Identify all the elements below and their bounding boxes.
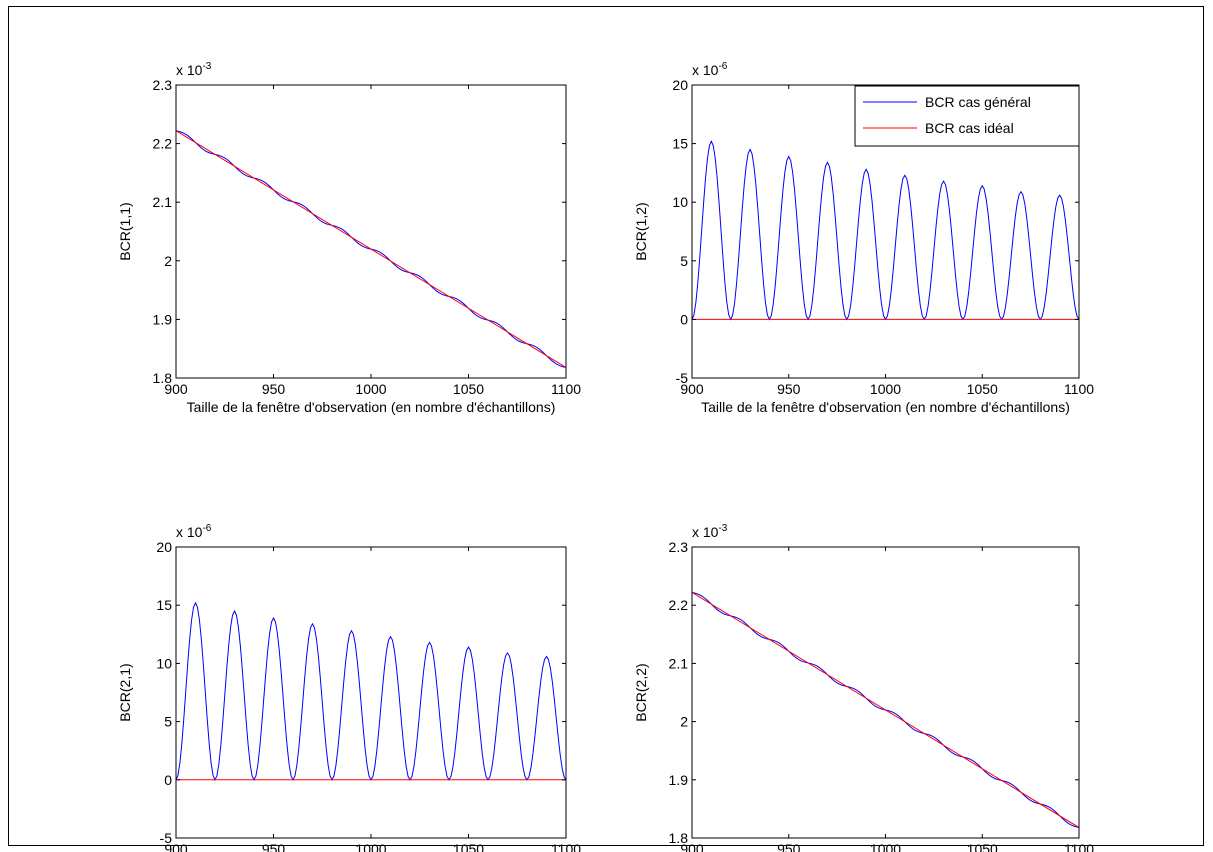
y-tick-label: 15 bbox=[672, 136, 688, 152]
y-tick-label: 1.8 bbox=[153, 370, 173, 386]
x-tick-label: 950 bbox=[262, 381, 286, 397]
exponent-label: x 10-3 bbox=[692, 523, 728, 540]
y-tick-label: 20 bbox=[672, 77, 688, 93]
y-tick-label: 1.9 bbox=[669, 772, 689, 788]
subplot-bcr11: 900 950 1000 1050 1100 1.8 1.9 2 2.1 2.2 2.3x 10-3… bbox=[117, 61, 581, 415]
x-tick-label: 1000 bbox=[870, 841, 901, 852]
exponent-power: -3 bbox=[202, 61, 211, 72]
x-tick-label: 1050 bbox=[453, 381, 484, 397]
x-tick-label: 900 bbox=[680, 381, 704, 397]
x-tick-label: 1050 bbox=[967, 381, 998, 397]
x-tick-label: 1000 bbox=[870, 381, 901, 397]
exponent-base: x 10 bbox=[176, 524, 203, 540]
legend-label: BCR cas général bbox=[925, 94, 1031, 110]
x-tick-label: 950 bbox=[777, 381, 801, 397]
y-tick-label: -5 bbox=[676, 370, 689, 386]
x-tick-label: 1100 bbox=[1064, 841, 1094, 852]
exponent-base: x 10 bbox=[176, 62, 203, 78]
y-tick-label: 15 bbox=[156, 597, 172, 613]
y-tick-label: 2.3 bbox=[153, 77, 173, 93]
x-tick-label: 900 bbox=[164, 841, 188, 852]
y-tick-label: 2.1 bbox=[669, 655, 689, 671]
series-line-ideal bbox=[176, 130, 566, 368]
subplot-bcr22: 900 950 1000 1050 1100 1.8 1.9 2 2.1 2.2 2.3x 10-3… bbox=[633, 523, 1094, 852]
y-axis-label: BCR(2,2) bbox=[633, 663, 649, 721]
exponent-base: x 10 bbox=[692, 524, 719, 540]
x-tick-label: 1000 bbox=[355, 841, 386, 852]
exponent-power: -6 bbox=[718, 61, 727, 72]
y-tick-label: 0 bbox=[680, 311, 688, 327]
legend: BCR cas général BCR cas idéal bbox=[854, 85, 1080, 147]
x-tick-label: 1050 bbox=[453, 841, 484, 852]
y-tick-label: 2 bbox=[164, 253, 172, 269]
y-tick-label: 1.8 bbox=[669, 830, 689, 846]
y-tick-label: 2.3 bbox=[669, 539, 689, 555]
exponent-label: x 10-6 bbox=[176, 523, 212, 540]
y-axis-label: BCR(1,1) bbox=[117, 202, 133, 260]
exponent-label: x 10-3 bbox=[176, 61, 212, 78]
x-axis-label: Taille de la fenêtre d'observation (en n… bbox=[701, 399, 1070, 415]
series-line-general bbox=[176, 601, 566, 781]
exponent-base: x 10 bbox=[692, 62, 719, 78]
legend-box bbox=[854, 85, 1080, 147]
x-tick-label: 1000 bbox=[355, 381, 386, 397]
x-tick-label: 900 bbox=[164, 381, 188, 397]
y-tick-label: 2 bbox=[680, 714, 688, 730]
axes-box bbox=[175, 84, 567, 379]
x-tick-label: 1100 bbox=[551, 381, 581, 397]
y-tick-label: 5 bbox=[164, 714, 172, 730]
x-tick-label: 950 bbox=[777, 841, 801, 852]
x-tick-label: 1100 bbox=[551, 841, 581, 852]
exponent-power: -3 bbox=[718, 523, 727, 534]
y-tick-label: -5 bbox=[160, 830, 173, 846]
series-line-general bbox=[692, 140, 1079, 321]
y-tick-label: 10 bbox=[156, 655, 172, 671]
y-tick-label: 0 bbox=[164, 772, 172, 788]
y-tick-label: 2.2 bbox=[669, 597, 689, 613]
exponent-label: x 10-6 bbox=[692, 61, 728, 78]
legend-label: BCR cas idéal bbox=[925, 120, 1014, 136]
y-tick-label: 2.2 bbox=[153, 136, 173, 152]
y-tick-label: 2.1 bbox=[153, 194, 173, 210]
axes-box bbox=[175, 546, 567, 839]
x-tick-label: 1050 bbox=[967, 841, 998, 852]
y-tick-label: 20 bbox=[156, 539, 172, 555]
x-axis-label: Taille de la fenêtre d'observation (en n… bbox=[187, 399, 556, 415]
y-axis-label: BCR(1,2) bbox=[633, 202, 649, 260]
x-tick-label: 950 bbox=[262, 841, 286, 852]
subplot-bcr12: 900 950 1000 1050 1100 -5 0 5 10 15 20x 10-6 Taille… bbox=[633, 61, 1094, 415]
x-tick-label: 1100 bbox=[1064, 381, 1094, 397]
series-line-ideal bbox=[692, 591, 1079, 828]
exponent-power: -6 bbox=[202, 523, 211, 534]
y-tick-label: 10 bbox=[672, 194, 688, 210]
y-axis-label: BCR(2,1) bbox=[117, 663, 133, 721]
y-tick-label: 5 bbox=[680, 253, 688, 269]
y-tick-label: 1.9 bbox=[153, 311, 173, 327]
x-tick-label: 900 bbox=[680, 841, 704, 852]
axes-box bbox=[691, 546, 1080, 839]
